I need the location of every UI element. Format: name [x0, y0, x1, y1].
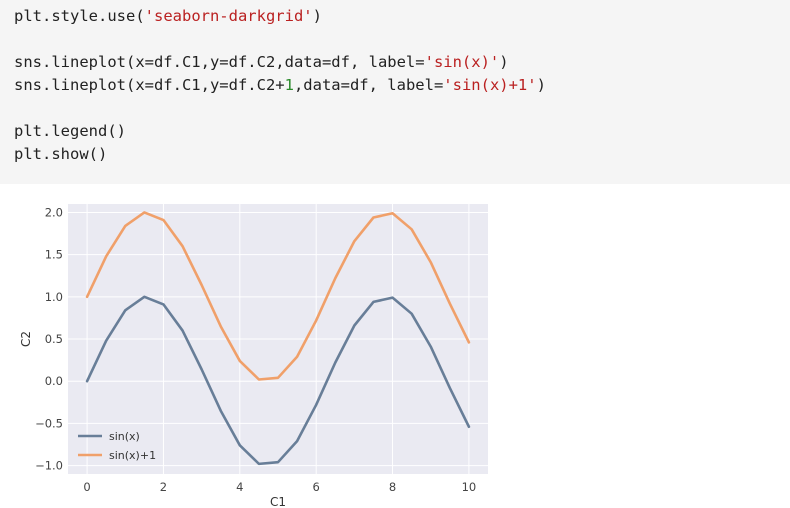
x-tick-label: 2 [160, 480, 167, 494]
y-tick-label: 1.0 [45, 290, 63, 304]
y-tick-label: 0.5 [45, 332, 63, 346]
code-cell[interactable]: plt.style.use('seaborn-darkgrid') sns.li… [0, 0, 790, 184]
code-line: plt.legend() [14, 122, 126, 140]
y-axis-label: C2 [19, 331, 33, 347]
x-axis-label: C1 [270, 495, 286, 508]
code-line: plt.show() [14, 145, 108, 163]
series-line-1 [85, 295, 471, 466]
y-tick-label: 1.5 [45, 248, 63, 262]
code-line: sns.lineplot(x=df.C1,y=df.C2,data=df, la… [14, 53, 509, 71]
x-tick-label: 0 [83, 480, 90, 494]
code-line: plt.style.use('seaborn-darkgrid') [14, 7, 322, 25]
x-tick-label: 6 [313, 480, 320, 494]
x-tick-label: 8 [389, 480, 396, 494]
code-line: sns.lineplot(x=df.C1,y=df.C2+1,data=df, … [14, 76, 546, 94]
y-tick-label: 2.0 [45, 205, 63, 219]
line-chart: 0 2 4 6 8 10 −1.0 −0.5 0.0 0.5 1.0 1.5 2.0 C1 C2 sin… [19, 204, 488, 508]
y-tick-label: −1.0 [35, 459, 63, 473]
x-tick-label: 4 [236, 480, 243, 494]
y-tick-label: 0.0 [45, 374, 63, 388]
series-line-2 [85, 211, 471, 381]
x-tick-label: 10 [462, 480, 477, 494]
legend: sin(x) sin(x)+1 [78, 430, 156, 462]
code-line-blank [14, 97, 790, 120]
code-line-blank [14, 28, 790, 51]
y-tick-label: −0.5 [35, 416, 63, 430]
legend-label: sin(x)+1 [109, 449, 156, 462]
legend-label: sin(x) [109, 430, 140, 443]
